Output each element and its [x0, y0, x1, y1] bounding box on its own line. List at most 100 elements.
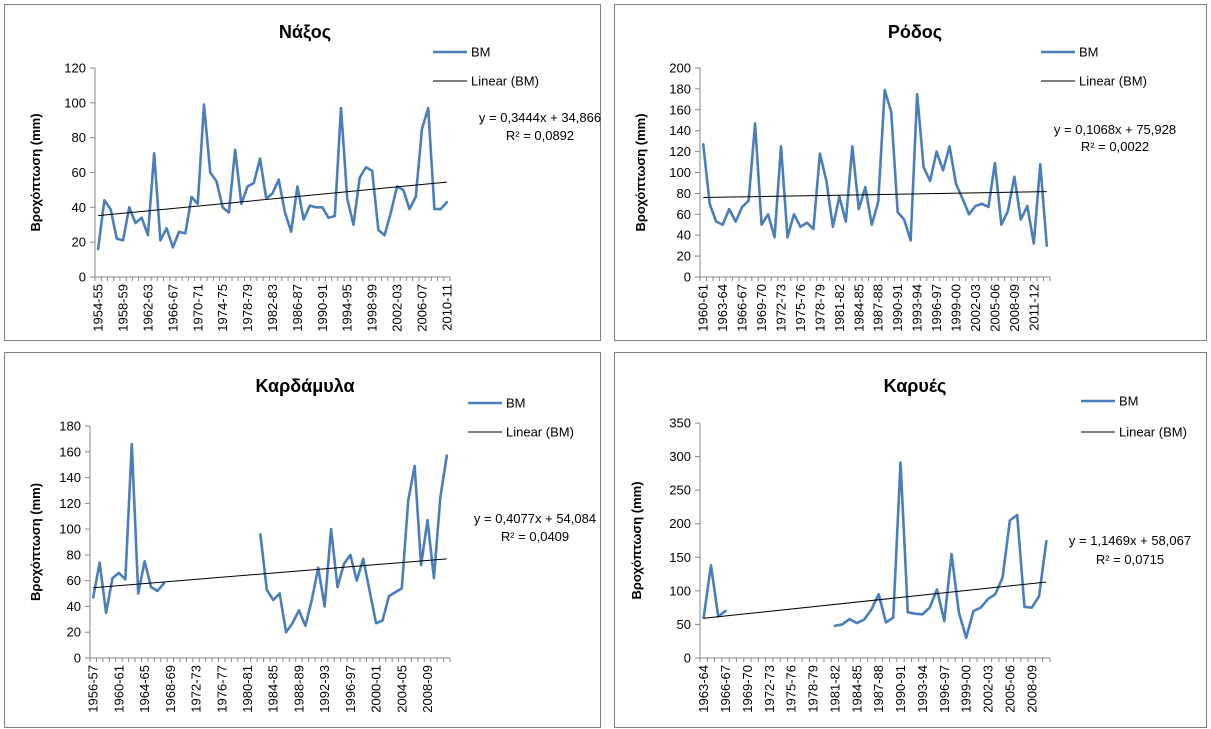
- y-tick-label: 40: [67, 599, 81, 614]
- trend-line-linear: [703, 581, 1047, 619]
- x-tick-label: 1984-85: [851, 284, 866, 332]
- y-tick-label: 40: [72, 200, 86, 215]
- y-tick-label: 80: [67, 547, 81, 562]
- x-tick-label: 1978-79: [812, 284, 827, 332]
- rainfall-chart-rhodes: Ρόδος Βροχόπτωση (mm) 0 20 40 60 80 100 120 140 16…: [633, 22, 1176, 332]
- x-tick-label: 1966-67: [718, 665, 733, 713]
- series-line-bm: [701, 88, 1049, 247]
- x-tick-label: 1988-89: [291, 665, 306, 713]
- x-tick-label: 1975-76: [784, 665, 799, 713]
- y-tick-label: 160: [59, 444, 81, 459]
- y-tick-label: 300: [669, 449, 691, 464]
- trend-equation: y = 0,3444x + 34,866: [479, 110, 601, 125]
- x-tick-label: 1974-75: [215, 284, 230, 332]
- y-tick-label: 60: [72, 165, 86, 180]
- x-tick-label: 1960-61: [696, 284, 711, 332]
- x-tick-label: 1970-71: [190, 284, 205, 332]
- chart-panel-kardamyla: Καρδάμυλα Βροχόπτωση (mm) 0 20 40 60 80 100 120 1…: [4, 352, 601, 728]
- x-tick-label: 2005-06: [1002, 665, 1017, 713]
- chart-title: Ρόδος: [888, 22, 942, 42]
- y-tick-label: 100: [669, 165, 691, 180]
- y-axis-label: Βροχόπτωση (mm): [629, 481, 644, 599]
- y-tick-label: 120: [669, 144, 691, 159]
- x-tick-label: 1958-59: [116, 284, 131, 332]
- legend-label-bm: BM: [506, 396, 526, 411]
- y-tick-label: 0: [74, 651, 81, 666]
- y-tick-label: 180: [59, 419, 81, 434]
- y-tick-label: 40: [677, 228, 691, 243]
- x-tick-label: 1962-63: [140, 284, 155, 332]
- y-tick-label: 250: [669, 483, 691, 498]
- y-tick-label: 20: [72, 235, 86, 250]
- x-tick-label: 1969-70: [740, 665, 755, 713]
- x-tick-label: 1984-85: [849, 665, 864, 713]
- x-tick-label: 1972-73: [189, 665, 204, 713]
- y-tick-label: 180: [669, 81, 691, 96]
- y-tick-label: 50: [677, 617, 691, 632]
- x-tick-label: 2008-09: [1024, 665, 1039, 713]
- x-tick-label: 1969-70: [754, 284, 769, 332]
- y-tick-label: 80: [677, 186, 691, 201]
- x-tick-label: 1963-64: [696, 665, 711, 713]
- x-tick-label: 1981-82: [827, 665, 842, 713]
- x-tick-label: 1998-99: [365, 284, 380, 332]
- y-tick-label: 0: [684, 651, 691, 666]
- x-tick-label: 2002-03: [981, 665, 996, 713]
- x-tick-label: 1976-77: [214, 665, 229, 713]
- series-line-bm: [702, 461, 1048, 640]
- x-tick-label: 1990-91: [315, 284, 330, 332]
- legend-label-bm: BM: [471, 45, 491, 60]
- x-tick-label: 1966-67: [165, 284, 180, 332]
- x-tick-label: 2006-07: [414, 284, 429, 332]
- series-line-bm: [91, 442, 449, 634]
- x-tick-label: 2000-01: [369, 665, 384, 713]
- x-tick-label: 1972-73: [774, 284, 789, 332]
- x-tick-label: 1964-65: [137, 665, 152, 713]
- y-tick-label: 160: [669, 102, 691, 117]
- y-tick-label: 140: [59, 470, 81, 485]
- x-tick-label: 2010-11: [439, 284, 454, 331]
- x-tick-label: 1960-61: [111, 665, 126, 713]
- chart-title: Καρδάμυλα: [255, 376, 354, 396]
- trend-line-linear: [93, 558, 447, 589]
- trend-line-linear: [703, 191, 1047, 199]
- x-tick-label: 1968-69: [163, 665, 178, 713]
- y-tick-label: 20: [67, 625, 81, 640]
- x-tick-label: 1978-79: [240, 284, 255, 332]
- x-tick-label: 1987-88: [871, 665, 886, 713]
- y-tick-label: 150: [669, 550, 691, 565]
- x-tick-label: 1996-97: [937, 665, 952, 713]
- x-tick-label: 1990-91: [890, 284, 905, 332]
- x-tick-label: 2002-03: [390, 284, 405, 332]
- y-tick-label: 60: [67, 573, 81, 588]
- x-tick-label: 1996-97: [343, 665, 358, 713]
- y-tick-label: 120: [59, 496, 81, 511]
- x-tick-label: 1982-83: [265, 284, 280, 332]
- x-tick-label: 1981-82: [832, 284, 847, 332]
- y-tick-label: 120: [64, 61, 86, 76]
- x-tick-label: 1993-94: [910, 284, 925, 332]
- trend-equation: y = 0,4077x + 54,084: [474, 511, 596, 526]
- chart-panel-naxos: Νάξος Βροχόπτωση (mm) 0 20 40 60 80 100 120 1954-…: [4, 4, 601, 341]
- rainfall-chart-kardamyla: Καρδάμυλα Βροχόπτωση (mm) 0 20 40 60 80 100 120 1…: [28, 376, 596, 713]
- x-tick-label: 2011-12: [1026, 284, 1041, 331]
- y-tick-label: 60: [677, 207, 691, 222]
- y-axis-label: Βροχόπτωση (mm): [633, 113, 648, 231]
- x-tick-label: 1975-76: [793, 284, 808, 332]
- trend-equation: y = 1,1469x + 58,067: [1069, 533, 1191, 548]
- x-tick-label: 1999-00: [949, 284, 964, 332]
- trend-r-squared: R² = 0,0409: [501, 529, 569, 544]
- x-tick-label: 1978-79: [806, 665, 821, 713]
- y-tick-label: 140: [669, 123, 691, 138]
- legend-label-bm: BM: [1079, 45, 1099, 60]
- rainfall-chart-karyes: Καρυές Βροχόπτωση (mm) 0 50 100 150 200 250 300 3…: [629, 376, 1191, 713]
- trend-r-squared: R² = 0,0715: [1096, 552, 1164, 567]
- trend-line-linear: [98, 181, 447, 217]
- y-tick-label: 200: [669, 516, 691, 531]
- x-tick-label: 1999-00: [959, 665, 974, 713]
- x-tick-label: 1987-88: [871, 284, 886, 332]
- x-tick-label: 1972-73: [762, 665, 777, 713]
- x-tick-label: 1966-67: [735, 284, 750, 332]
- y-tick-label: 100: [64, 95, 86, 110]
- x-tick-label: 1980-81: [240, 665, 255, 713]
